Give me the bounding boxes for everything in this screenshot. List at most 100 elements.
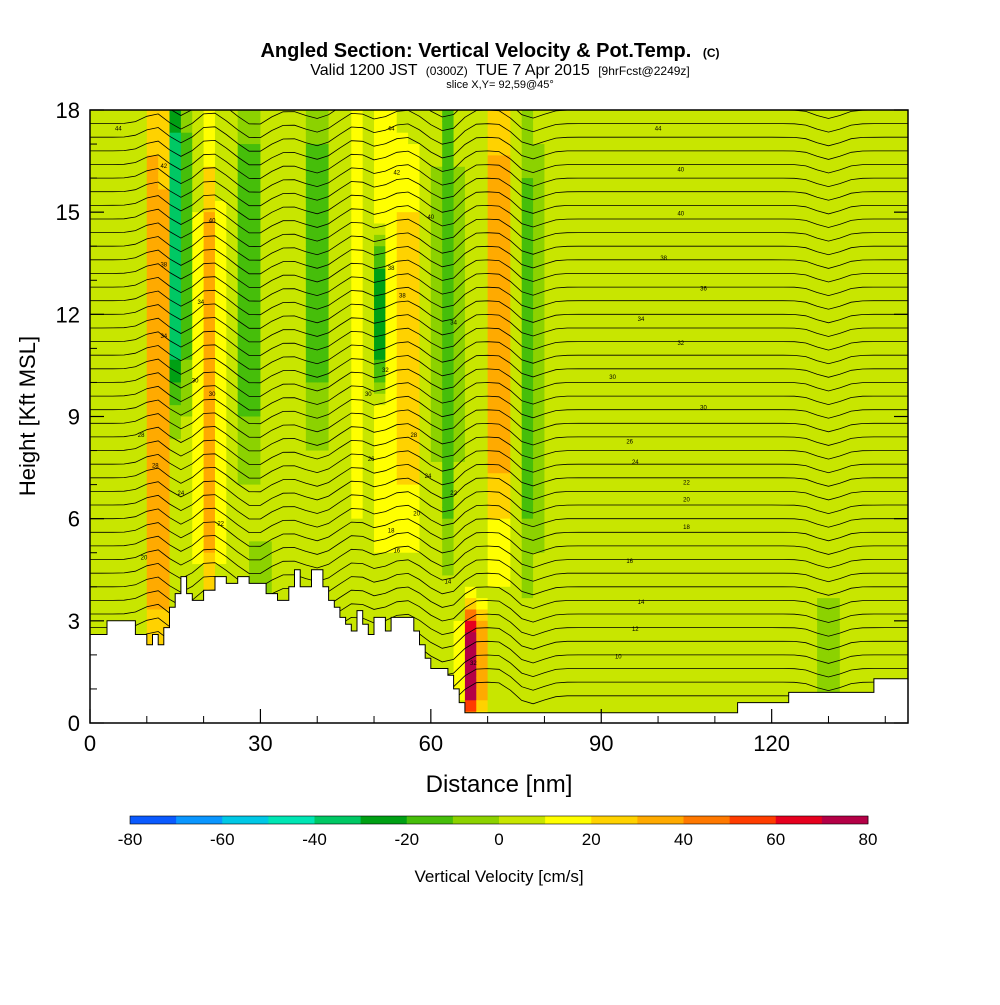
velocity-cell [805, 280, 818, 293]
velocity-cell [567, 586, 580, 599]
velocity-cell [567, 371, 580, 384]
velocity-cell [112, 552, 125, 565]
velocity-cell [658, 110, 671, 122]
velocity-cell [714, 495, 727, 508]
velocity-cell [817, 416, 830, 429]
velocity-cell [760, 382, 773, 395]
velocity-cell [180, 223, 193, 236]
velocity-cell [487, 666, 500, 679]
velocity-cell [805, 166, 818, 179]
velocity-cell [794, 575, 807, 588]
velocity-cell [305, 325, 318, 338]
velocity-cell [374, 234, 386, 247]
velocity-cell [249, 518, 262, 531]
velocity-cell [408, 359, 421, 372]
velocity-cell [317, 461, 330, 474]
velocity-cell [873, 427, 886, 440]
velocity-cell [521, 110, 534, 122]
velocity-cell [158, 314, 171, 327]
velocity-cell [760, 291, 773, 304]
velocity-cell [783, 155, 795, 168]
velocity-cell [112, 495, 125, 508]
velocity-cell [737, 620, 750, 633]
velocity-cell [726, 586, 739, 599]
velocity-cell [430, 212, 443, 225]
velocity-cell [658, 371, 671, 384]
velocity-cell [146, 121, 159, 134]
velocity-cell [726, 552, 739, 565]
velocity-cell [567, 178, 580, 191]
velocity-cell [362, 280, 375, 293]
velocity-cell [476, 280, 489, 293]
velocity-cell [794, 473, 807, 486]
velocity-cell [510, 371, 523, 384]
velocity-cell [226, 302, 239, 315]
velocity-cell [203, 405, 216, 418]
velocity-cell [339, 291, 352, 304]
velocity-cell [589, 586, 602, 599]
velocity-cell [567, 246, 580, 259]
velocity-cell [783, 110, 795, 122]
velocity-cell [499, 268, 511, 281]
velocity-cell [430, 405, 443, 418]
velocity-cell [351, 541, 364, 554]
velocity-cell [317, 427, 330, 440]
velocity-cell [726, 507, 739, 520]
velocity-cell [589, 359, 602, 372]
velocity-cell [623, 632, 636, 645]
velocity-cell [521, 461, 534, 474]
velocity-cell [328, 166, 341, 179]
velocity-cell [124, 598, 137, 611]
velocity-cell [828, 598, 841, 611]
colorbar-swatch [545, 816, 592, 824]
velocity-cell [249, 541, 262, 554]
velocity-cell [794, 416, 807, 429]
velocity-cell [271, 189, 284, 202]
velocity-cell [249, 382, 262, 395]
velocity-cell [578, 291, 591, 304]
subtitle-date: TUE 7 Apr 2015 [476, 62, 590, 79]
velocity-cell [521, 234, 534, 247]
velocity-cell [635, 393, 648, 406]
colorbar-tick-label: -80 [118, 830, 143, 849]
velocity-cell [873, 325, 886, 338]
velocity-cell [726, 632, 739, 645]
velocity-cell [862, 461, 875, 474]
velocity-cell [294, 223, 307, 236]
velocity-cell [578, 178, 591, 191]
velocity-cell [396, 110, 409, 122]
velocity-cell [555, 405, 568, 418]
velocity-cell [476, 393, 489, 406]
velocity-cell [851, 643, 864, 656]
contour-label: 44 [115, 126, 122, 132]
velocity-cell [499, 530, 511, 542]
velocity-cell [510, 484, 523, 497]
velocity-cell [408, 609, 421, 622]
velocity-cell [771, 609, 784, 622]
velocity-cell [714, 688, 727, 701]
velocity-cell [544, 178, 557, 191]
velocity-cell [362, 586, 375, 599]
isentrope-line [90, 164, 908, 193]
contour-label: 38 [388, 266, 395, 272]
velocity-cell [703, 314, 716, 327]
velocity-cell [680, 677, 693, 690]
y-tick-label: 9 [68, 405, 80, 430]
velocity-cell [499, 110, 511, 122]
velocity-cell [703, 382, 716, 395]
velocity-cell [589, 439, 602, 452]
velocity-cell [408, 144, 421, 157]
velocity-cell [794, 200, 807, 213]
velocity-cell [885, 155, 898, 168]
velocity-cell [339, 371, 352, 384]
velocity-cell [703, 495, 716, 508]
velocity-cell [180, 495, 193, 508]
velocity-cell [646, 200, 659, 213]
velocity-cell [214, 132, 227, 145]
velocity-cell [249, 246, 262, 259]
velocity-cell [339, 461, 352, 474]
velocity-cell [158, 121, 171, 134]
velocity-cell [851, 121, 864, 134]
velocity-cell [203, 223, 216, 236]
velocity-cell [317, 246, 330, 259]
